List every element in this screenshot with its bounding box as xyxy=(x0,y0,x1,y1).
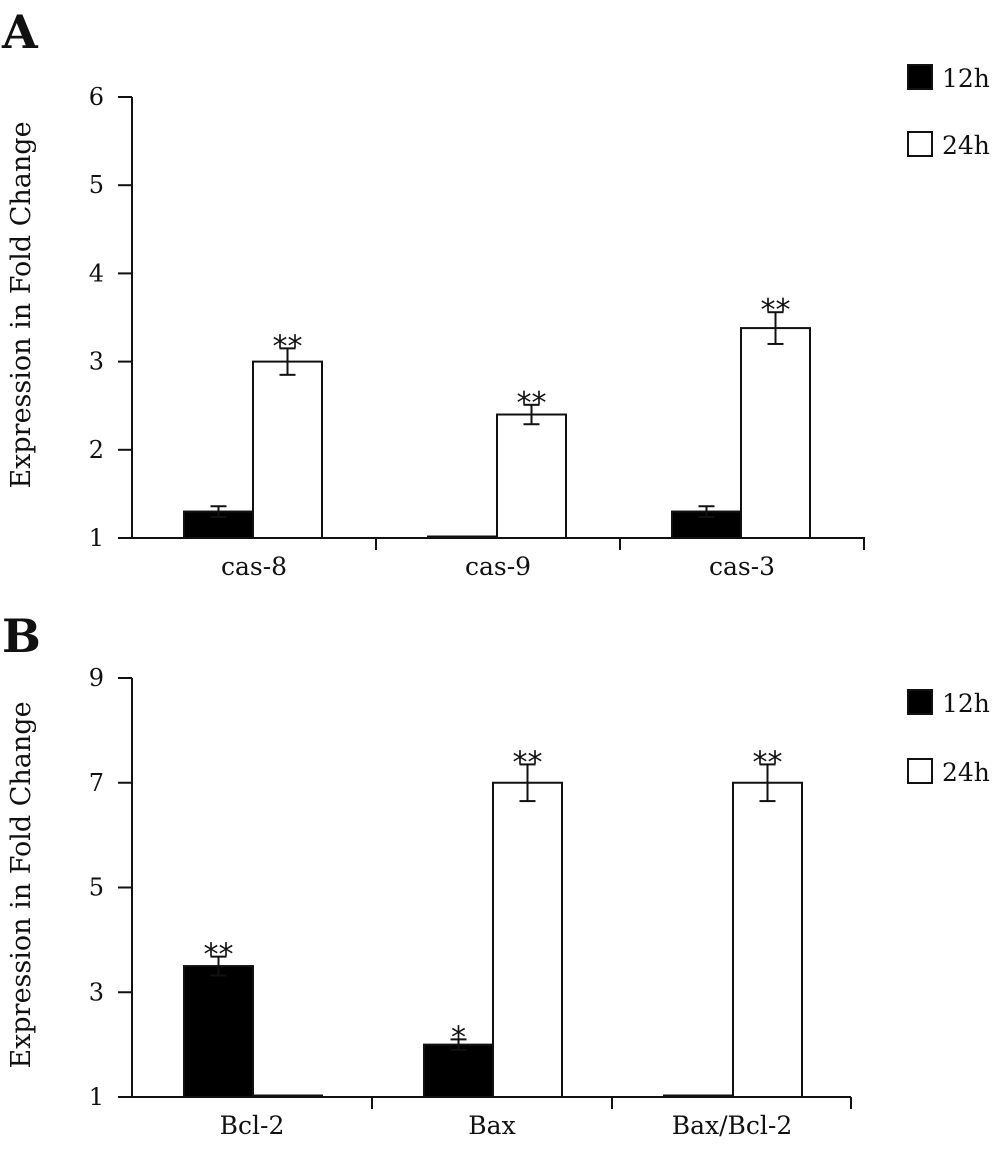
bar-24h xyxy=(252,1094,323,1098)
category-label: cas-9 xyxy=(465,552,531,581)
y-axis-label: Expression in Fold Change xyxy=(6,701,37,1068)
significance-marker: ** xyxy=(517,386,547,421)
y-tick-label: 4 xyxy=(89,259,104,287)
y-tick-label: 9 xyxy=(89,664,104,692)
y-tick-label: 2 xyxy=(89,436,104,464)
significance-marker: ** xyxy=(753,745,783,780)
bar-24h xyxy=(496,413,567,539)
bar-12h xyxy=(427,535,498,539)
bar-24h xyxy=(492,781,563,1098)
legend-label: 12h xyxy=(942,64,990,93)
significance-marker: ** xyxy=(273,329,303,364)
category-label: cas-3 xyxy=(709,552,775,581)
y-tick-label: 3 xyxy=(89,348,104,376)
legend-label: 24h xyxy=(942,758,990,787)
y-axis-label: Expression in Fold Change xyxy=(6,121,37,488)
y-tick-label: 1 xyxy=(89,1083,104,1111)
legend-swatch-24h xyxy=(907,131,933,157)
legend-swatch-12h xyxy=(907,689,933,715)
y-tick-label: 5 xyxy=(89,874,104,902)
category-label: cas-8 xyxy=(221,552,287,581)
legend-swatch-12h xyxy=(907,64,933,90)
legend-swatch-24h xyxy=(907,758,933,784)
legend-label: 24h xyxy=(942,131,990,160)
chart-panel-b: 1 3 5 7 9 Expression in Fold Change Bcl-2 Bax Ba… xyxy=(6,664,990,1140)
legend-label: 12h xyxy=(942,689,990,718)
significance-marker: ** xyxy=(761,293,791,328)
bar-12h xyxy=(423,1043,494,1098)
panel-letter-b: B xyxy=(2,609,41,663)
bar-24h xyxy=(732,781,803,1098)
bar-12h xyxy=(663,1094,734,1098)
bar-24h xyxy=(740,327,811,540)
bar-12h xyxy=(183,965,254,1098)
y-tick-label: 6 xyxy=(89,83,104,111)
significance-marker: * xyxy=(451,1020,466,1055)
category-label: Bax/Bcl-2 xyxy=(672,1111,793,1140)
chart-panel-a: 1 2 3 4 5 6 Expression in Fold Change cas-8 cas-… xyxy=(6,64,990,581)
category-label: Bcl-2 xyxy=(220,1111,285,1140)
panel-letter-a: A xyxy=(1,5,39,59)
y-tick-label: 1 xyxy=(89,524,104,552)
y-tick-label: 5 xyxy=(89,171,104,199)
category-label: Bax xyxy=(468,1111,515,1140)
significance-marker: ** xyxy=(204,938,234,973)
y-tick-label: 7 xyxy=(89,769,104,797)
bar-24h xyxy=(252,360,323,539)
y-tick-label: 3 xyxy=(89,978,104,1006)
significance-marker: ** xyxy=(513,745,543,780)
